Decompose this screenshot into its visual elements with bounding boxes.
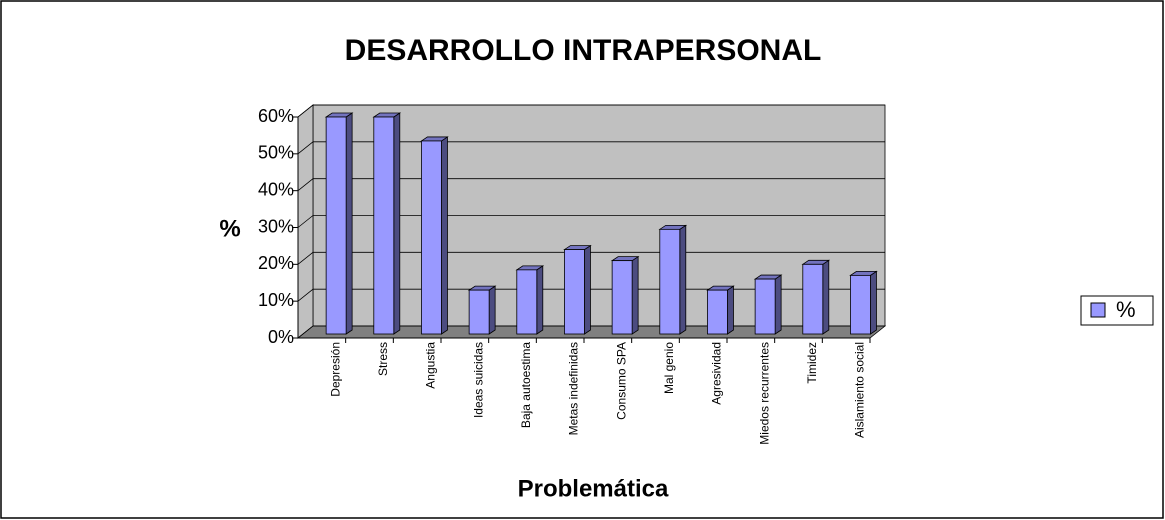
bar	[516, 269, 538, 335]
y-axis-label: %	[219, 215, 240, 242]
y-tick-label: 0%	[268, 327, 294, 347]
bar	[325, 116, 347, 335]
x-tick-label: Ideas suicidas	[471, 342, 485, 418]
x-tick-label: Timidez	[805, 342, 819, 384]
grid-line	[297, 215, 885, 228]
legend-label: %	[1116, 297, 1136, 322]
y-tick-label: 40%	[258, 179, 294, 199]
bar-side	[774, 274, 782, 335]
bar	[468, 289, 490, 335]
y-tick-label: 10%	[258, 290, 294, 310]
grid-line	[297, 104, 885, 118]
grid-line	[297, 251, 885, 265]
bar-side	[488, 285, 496, 335]
bar	[373, 116, 395, 335]
legend-swatch	[1090, 302, 1106, 318]
x-tick-label: Metas indefinidas	[567, 342, 581, 435]
chart-title: DESARROLLO INTRAPERSONAL	[345, 34, 822, 67]
bar	[611, 260, 633, 335]
bar-side	[536, 265, 544, 335]
grid-line	[297, 178, 885, 191]
x-tick-label: Stress	[376, 342, 390, 376]
x-tick-label: Baja autoestima	[519, 342, 533, 428]
bar-side	[822, 259, 830, 335]
grid-line	[297, 288, 885, 302]
x-tick-label: Mal genio	[662, 342, 676, 394]
bar	[802, 263, 824, 335]
x-tick-label: Depresión	[328, 342, 342, 397]
bar	[659, 228, 681, 335]
x-tick-label: Miedos recurrentes	[757, 342, 771, 445]
x-tick-label: Angustia	[424, 342, 438, 389]
x-tick-label: Agresividad	[710, 342, 724, 405]
y-tick-label: 50%	[258, 143, 294, 163]
grid-line	[297, 141, 885, 155]
x-tick-label: Consumo SPA	[614, 342, 628, 420]
bar	[707, 289, 728, 335]
bar-side	[870, 270, 877, 335]
y-tick-label: 30%	[258, 216, 294, 236]
grid-line	[297, 325, 885, 339]
bar-side	[631, 255, 639, 335]
bar-side	[345, 112, 353, 335]
bar-side	[584, 244, 591, 335]
bar	[564, 249, 585, 335]
y-tick-label: 20%	[258, 253, 294, 273]
bar	[421, 140, 442, 335]
bar	[850, 274, 871, 335]
bar-side	[441, 136, 448, 335]
bar-side	[727, 285, 734, 335]
x-tick-label: Aislamiento social	[853, 342, 867, 438]
bar-side	[679, 224, 687, 335]
y-tick-label: 60%	[258, 106, 294, 126]
bar	[754, 278, 776, 335]
x-axis-label: Problemática	[518, 475, 669, 502]
bar-side	[393, 112, 401, 335]
